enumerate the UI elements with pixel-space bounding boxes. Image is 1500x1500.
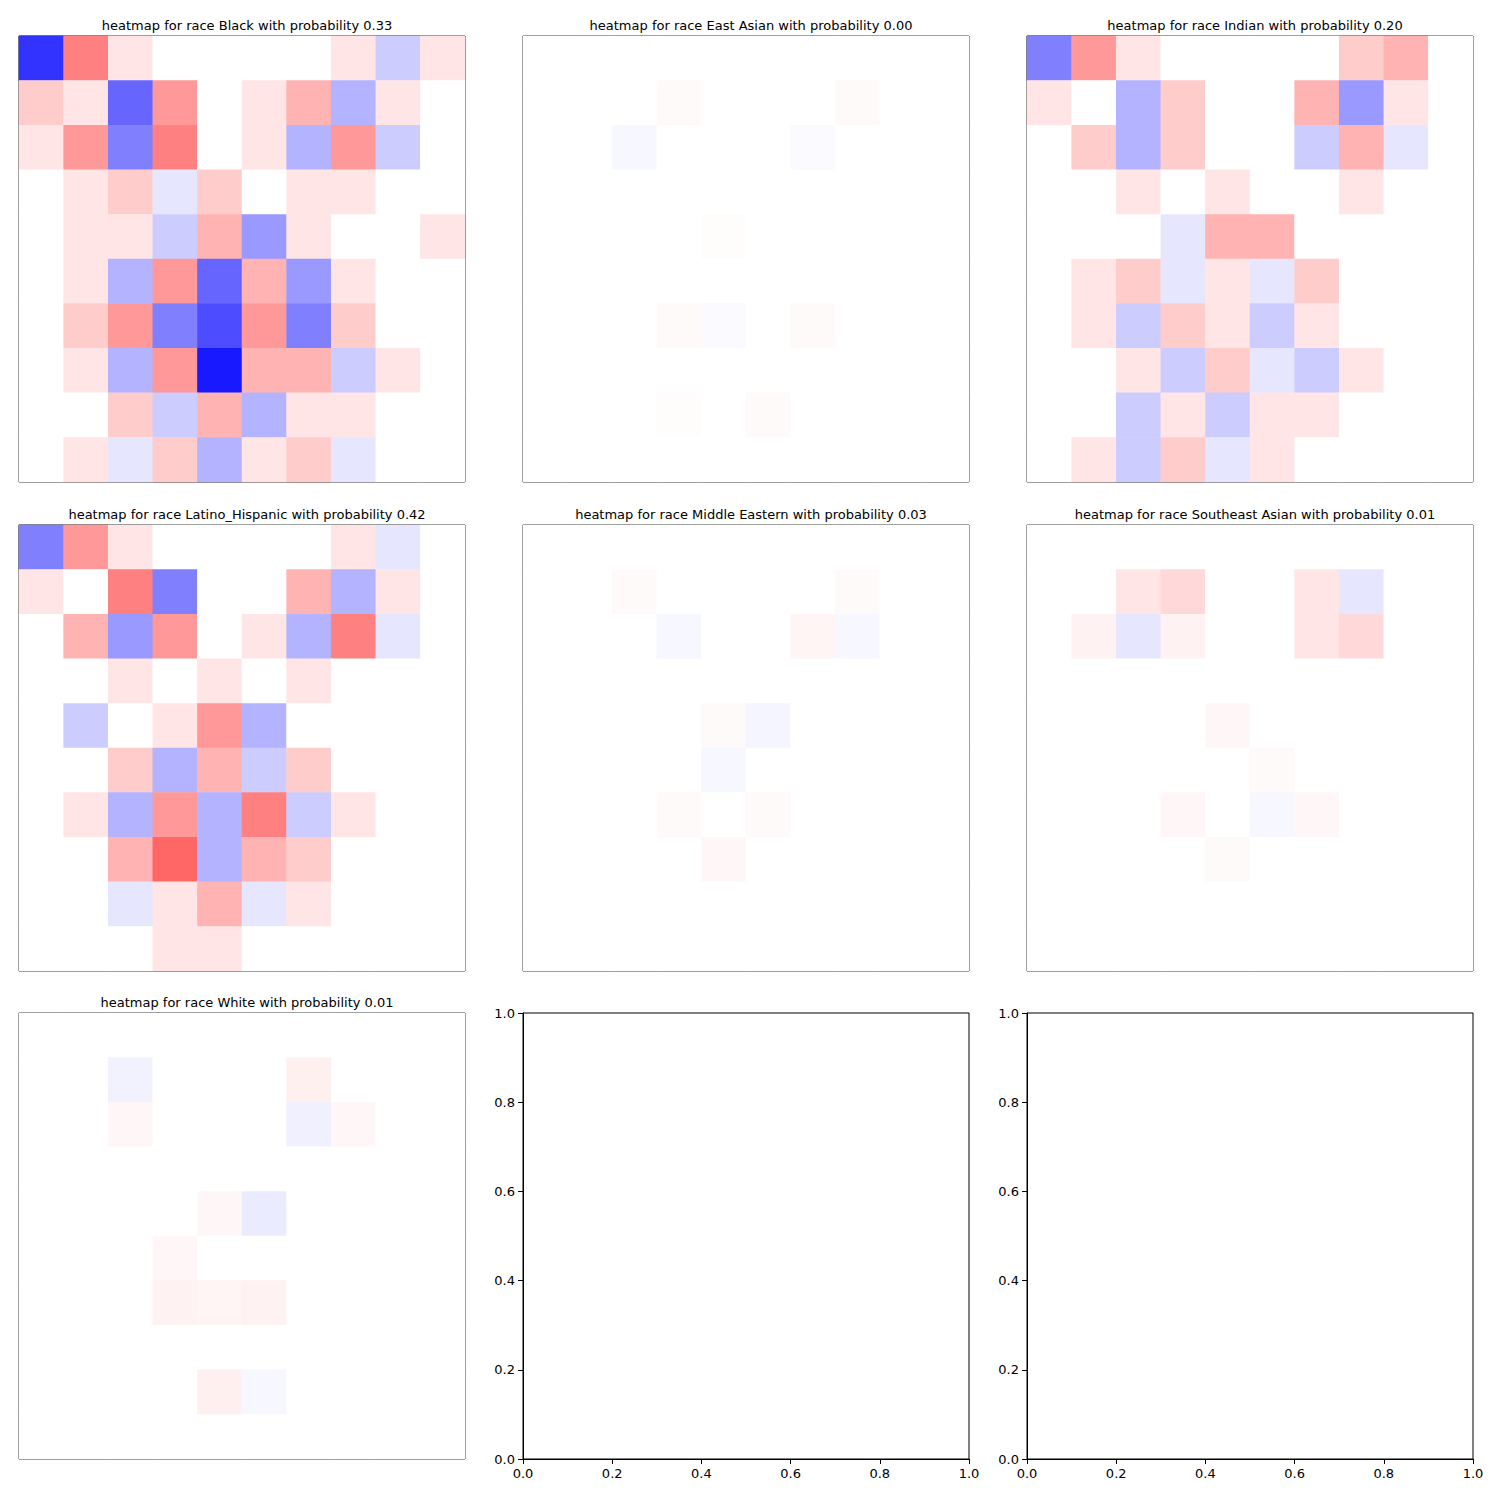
svg-text:heatmap for race Latino_Hispan: heatmap for race Latino_Hispanic with pr…: [68, 507, 425, 522]
svg-text:0.0: 0.0: [998, 1452, 1019, 1467]
svg-text:0.4: 0.4: [494, 1273, 515, 1288]
svg-text:heatmap for race Indian with p: heatmap for race Indian with probability…: [1107, 18, 1402, 33]
svg-text:1.0: 1.0: [959, 1466, 980, 1481]
svg-text:heatmap for race Middle Easter: heatmap for race Middle Eastern with pro…: [575, 507, 927, 522]
svg-text:0.2: 0.2: [494, 1362, 515, 1377]
svg-text:heatmap for race Southeast Asi: heatmap for race Southeast Asian with pr…: [1075, 507, 1435, 522]
svg-text:heatmap for race White with pr: heatmap for race White with probability …: [101, 995, 394, 1010]
svg-text:1.0: 1.0: [998, 1006, 1019, 1021]
svg-text:0.6: 0.6: [780, 1466, 801, 1481]
svg-text:0.8: 0.8: [1373, 1466, 1394, 1481]
svg-text:0.0: 0.0: [513, 1466, 534, 1481]
svg-text:0.8: 0.8: [869, 1466, 890, 1481]
svg-text:0.4: 0.4: [1195, 1466, 1216, 1481]
svg-text:1.0: 1.0: [1463, 1466, 1484, 1481]
svg-text:0.6: 0.6: [1284, 1466, 1305, 1481]
svg-text:0.0: 0.0: [494, 1452, 515, 1467]
svg-text:0.4: 0.4: [691, 1466, 712, 1481]
svg-text:0.8: 0.8: [494, 1095, 515, 1110]
svg-text:heatmap for race East Asian wi: heatmap for race East Asian with probabi…: [590, 18, 913, 33]
svg-text:1.0: 1.0: [494, 1006, 515, 1021]
svg-text:0.6: 0.6: [494, 1184, 515, 1199]
svg-text:heatmap for race Black with pr: heatmap for race Black with probability …: [102, 18, 392, 33]
svg-text:0.2: 0.2: [998, 1362, 1019, 1377]
svg-text:0.2: 0.2: [602, 1466, 623, 1481]
svg-text:0.2: 0.2: [1106, 1466, 1127, 1481]
svg-text:0.8: 0.8: [998, 1095, 1019, 1110]
svg-text:0.0: 0.0: [1017, 1466, 1038, 1481]
svg-text:0.4: 0.4: [998, 1273, 1019, 1288]
svg-text:0.6: 0.6: [998, 1184, 1019, 1199]
